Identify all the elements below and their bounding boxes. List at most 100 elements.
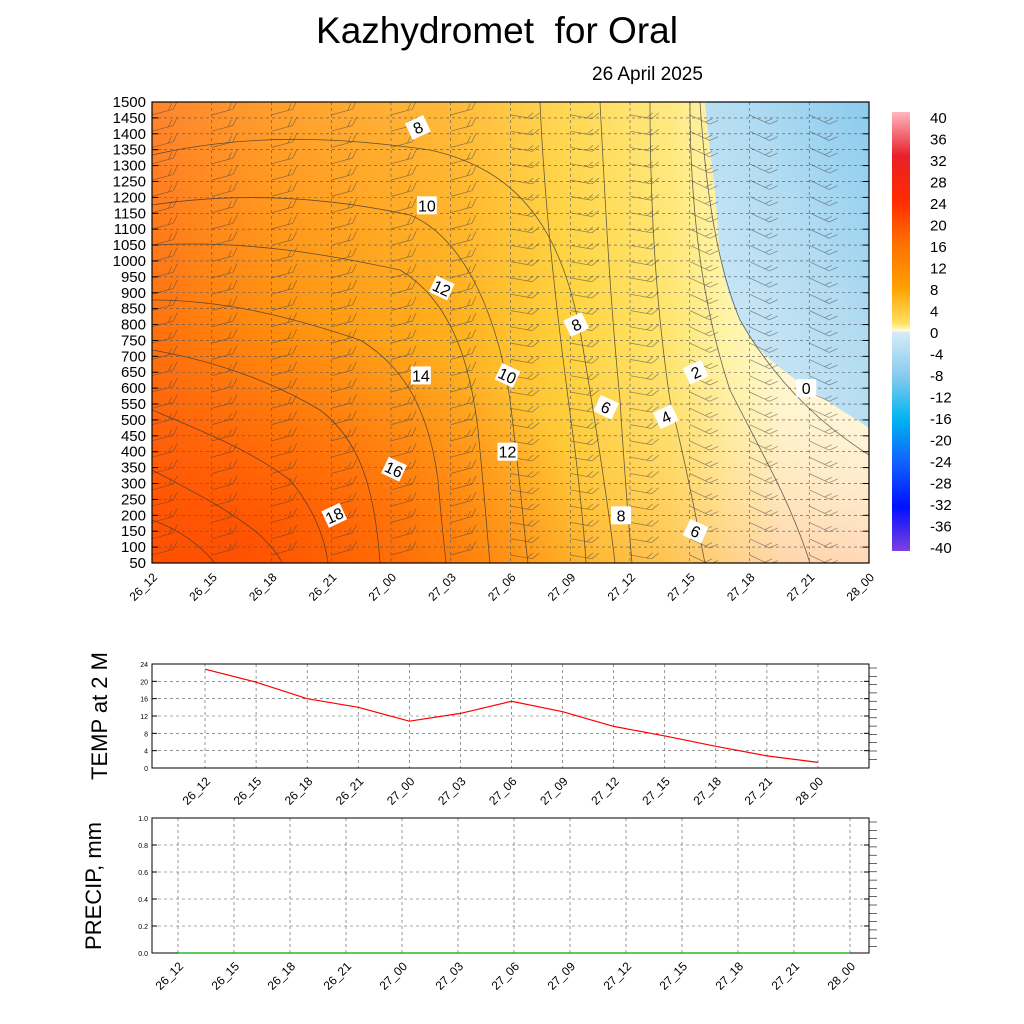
x-tick-label: 27_03 — [435, 774, 469, 808]
x-tick-label: 28_00 — [825, 959, 859, 993]
y-tick-label: 250 — [121, 491, 146, 508]
svg-text:10: 10 — [495, 365, 518, 388]
y-tick-label: 1000 — [113, 253, 146, 270]
y-tick-label: 1200 — [113, 189, 146, 206]
temp-2m-series-line — [204, 668, 819, 763]
x-tick-label: 27_21 — [784, 570, 818, 604]
colorbar-label: 40 — [930, 110, 947, 127]
svg-text:10: 10 — [418, 198, 436, 215]
colorbar-label: 0 — [930, 325, 938, 342]
contour-label: 10 — [416, 196, 437, 215]
colorbar-label: 20 — [930, 218, 947, 235]
temp-y-tick-label: 4 — [144, 749, 148, 756]
temperature-section-plot: 8 10 12 8 14 10 2 0 6 4 12 16 18 8 6 50100150200250300… — [113, 94, 878, 604]
colorbar-label: -16 — [930, 411, 952, 428]
colorbar: 4036322824201612840-4-8-12-16-20-24-28-3… — [892, 110, 952, 557]
x-tick-label: 27_06 — [485, 570, 519, 604]
temp-y-tick-label: 8 — [144, 731, 148, 738]
colorbar-label: 36 — [930, 132, 947, 149]
x-tick-label: 27_09 — [545, 570, 579, 604]
x-tick-label: 27_06 — [486, 774, 520, 808]
colorbar-label: 28 — [930, 175, 947, 192]
contour-label: 6 — [682, 518, 709, 544]
y-tick-label: 200 — [121, 507, 146, 524]
contour-label: 10 — [494, 363, 521, 388]
y-tick-label: 1050 — [113, 237, 146, 254]
precip-plot-frame — [151, 817, 870, 954]
temp-y-tick-label: 16 — [140, 697, 148, 704]
x-tick-label: 28_00 — [793, 774, 827, 808]
temp-ylabel: TEMP at 2 M — [87, 652, 112, 780]
contour-label: 6 — [593, 394, 619, 420]
y-tick-label: 1500 — [113, 94, 146, 111]
contour-label: 8 — [405, 115, 431, 140]
y-tick-label: 450 — [121, 428, 146, 445]
temp-2m-panel: 0 4 8 12 16 20 24 26_12 26_15 26_18 26_21 27_00 27_… — [87, 652, 877, 808]
colorbar-label: 12 — [930, 261, 947, 278]
colorbar-label: -12 — [930, 390, 952, 407]
x-tick-label: 27_15 — [664, 570, 698, 604]
precip-y-tick-label: 0.2 — [138, 924, 148, 931]
colorbar-label: -40 — [930, 540, 952, 557]
colorbar-label: -24 — [930, 454, 952, 471]
colorbar-label: -36 — [930, 519, 952, 536]
temp-y-tick-label: 24 — [140, 662, 148, 669]
contour-label: 8 — [563, 312, 590, 337]
x-tick-label: 27_03 — [433, 959, 467, 993]
colorbar-label: -32 — [930, 497, 952, 514]
colorbar-label: 4 — [930, 304, 938, 321]
x-tick-label: 26_21 — [333, 774, 367, 808]
y-tick-label: 900 — [121, 285, 146, 302]
x-tick-label: 26_12 — [153, 959, 187, 993]
y-tick-label: 650 — [121, 364, 146, 381]
temp-y-tick-label: 20 — [140, 679, 148, 686]
y-tick-label: 1400 — [113, 126, 146, 143]
contour-label: 0 — [796, 379, 817, 398]
y-tick-label: 950 — [121, 269, 146, 286]
precip-y-tick-label: 0.4 — [138, 897, 148, 904]
contour-label: 16 — [381, 456, 407, 482]
x-tick-label: 27_12 — [601, 959, 635, 993]
x-tick-label: 27_00 — [366, 570, 400, 604]
x-tick-label: 27_06 — [489, 959, 523, 993]
x-tick-label: 27_12 — [605, 570, 639, 604]
y-tick-label: 50 — [129, 555, 146, 572]
x-tick-label: 27_18 — [713, 959, 747, 993]
svg-text:18: 18 — [323, 505, 346, 528]
svg-text:0: 0 — [802, 381, 811, 398]
contour-label: 8 — [611, 506, 632, 525]
colorbar-label: -8 — [930, 368, 943, 385]
x-tick-label: 26_18 — [265, 959, 299, 993]
colorbar-label: 32 — [930, 153, 947, 170]
x-tick-label: 27_21 — [742, 774, 776, 808]
main-plot-frame — [151, 101, 870, 564]
x-tick-label: 26_15 — [231, 774, 265, 808]
y-tick-label: 1300 — [113, 158, 146, 175]
y-tick-label: 1100 — [114, 221, 146, 238]
x-tick-label: 26_15 — [209, 959, 243, 993]
contour-label: 4 — [652, 404, 679, 430]
x-tick-label: 27_18 — [690, 774, 724, 808]
colorbar-label: 8 — [930, 282, 938, 299]
precip-panel: 0.0 0.2 0.4 0.6 0.8 1.0 26_12 26_15 26_18 26_21 2… — [81, 816, 877, 993]
y-tick-label: 800 — [121, 317, 146, 334]
chart-title: Kazhydromet for Oral — [316, 10, 678, 51]
contour-label: 14 — [410, 366, 431, 385]
colorbar-label: -4 — [930, 347, 943, 364]
y-tick-label: 400 — [121, 444, 146, 461]
x-tick-label: 26_12 — [127, 570, 161, 604]
x-tick-label: 27_00 — [377, 959, 411, 993]
svg-text:16: 16 — [382, 459, 405, 482]
x-tick-label: 27_18 — [724, 570, 758, 604]
y-tick-label: 100 — [121, 539, 146, 556]
x-tick-label: 27_21 — [769, 959, 803, 993]
y-tick-label: 500 — [121, 412, 146, 429]
colorbar-label: 24 — [930, 196, 947, 213]
x-tick-label: 27_09 — [537, 774, 571, 808]
cold-region — [705, 102, 869, 428]
colorbar-label: -28 — [930, 476, 952, 493]
colorbar-label: -20 — [930, 433, 952, 450]
precip-y-tick-label: 0.6 — [138, 870, 148, 877]
x-tick-label: 27_03 — [425, 570, 459, 604]
y-tick-label: 350 — [121, 460, 146, 477]
